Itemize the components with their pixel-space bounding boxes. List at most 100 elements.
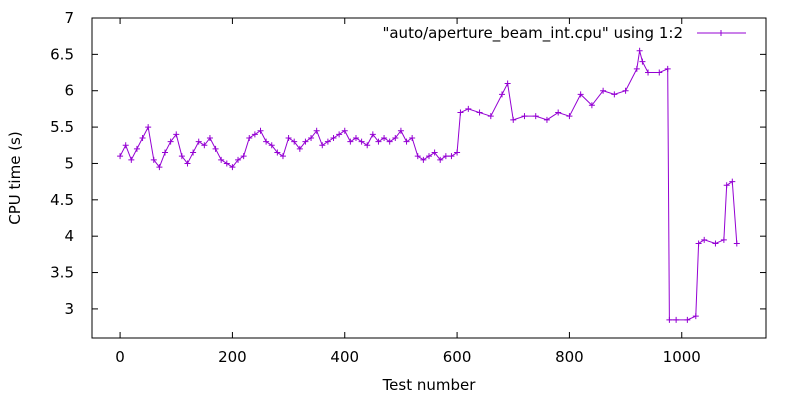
- data-point: [420, 156, 427, 163]
- data-point: [692, 313, 699, 320]
- data-point: [223, 160, 230, 167]
- data-point: [128, 156, 135, 163]
- data-point: [212, 145, 219, 152]
- data-point: [684, 316, 691, 323]
- data-point: [369, 131, 376, 138]
- data-point: [673, 316, 680, 323]
- data-point: [133, 145, 140, 152]
- data-point: [633, 65, 640, 72]
- data-point: [712, 240, 719, 247]
- data-point: [257, 127, 264, 134]
- data-point: [543, 116, 550, 123]
- data-point: [229, 164, 236, 171]
- data-point: [291, 138, 298, 145]
- data-point: [588, 102, 595, 109]
- data-point: [476, 109, 483, 116]
- legend: "auto/aperture_beam_int.cpu" using 1:2: [382, 24, 746, 43]
- data-point: [723, 182, 730, 189]
- data-point: [117, 153, 124, 160]
- data-point: [240, 153, 247, 160]
- y-axis-label: CPU time (s): [6, 131, 24, 224]
- data-point: [184, 160, 191, 167]
- data-point: [195, 138, 202, 145]
- data-point: [600, 87, 607, 94]
- data-point: [296, 145, 303, 152]
- y-tick-label: 3: [64, 300, 74, 318]
- x-tick-label: 600: [443, 348, 472, 366]
- data-point: [122, 142, 129, 149]
- x-tick-label: 400: [330, 348, 359, 366]
- data-point: [235, 156, 242, 163]
- data-point: [577, 91, 584, 98]
- data-point: [611, 91, 618, 98]
- data-point: [274, 149, 281, 156]
- data-point: [403, 138, 410, 145]
- y-tick-label: 5: [64, 154, 74, 172]
- data-point: [145, 124, 152, 131]
- data-point: [167, 138, 174, 145]
- x-tick-label: 800: [555, 348, 584, 366]
- data-point: [487, 113, 494, 120]
- data-point: [341, 127, 348, 134]
- data-point: [392, 135, 399, 141]
- data-point: [330, 135, 337, 141]
- data-point: [454, 149, 461, 156]
- data-point: [397, 127, 404, 134]
- data-point: [336, 131, 343, 138]
- data-point: [442, 153, 449, 160]
- data-point: [510, 116, 517, 123]
- data-point: [448, 153, 455, 160]
- data-point: [414, 153, 421, 160]
- data-point: [733, 240, 740, 247]
- data-point: [302, 138, 309, 145]
- y-tick-label: 6.5: [50, 45, 74, 63]
- data-point: [566, 113, 573, 120]
- data-point: [218, 156, 225, 163]
- y-tick-label: 5.5: [50, 118, 74, 136]
- data-point: [313, 127, 320, 134]
- data-point: [622, 87, 629, 94]
- data-point: [375, 138, 382, 145]
- series-layer: [117, 47, 740, 323]
- x-tick-label: 1000: [663, 348, 701, 366]
- x-axis-ticks: 0 200 400 600 800 1000: [115, 18, 701, 366]
- legend-marker-plus: [718, 30, 724, 36]
- x-axis-label: Test number: [382, 376, 477, 394]
- y-tick-label: 6: [64, 82, 74, 100]
- data-point: [364, 142, 371, 149]
- data-point: [465, 105, 472, 112]
- y-axis-ticks: 3 3.5 4 4.5 5 5.5 6 6.5 7: [50, 9, 766, 318]
- y-tick-label: 3.5: [50, 264, 74, 282]
- data-point: [431, 149, 438, 156]
- data-point: [190, 149, 197, 156]
- data-point: [173, 131, 180, 138]
- data-point: [381, 135, 388, 141]
- data-point: [206, 135, 213, 141]
- data-point: [720, 236, 727, 243]
- data-point: [308, 135, 315, 141]
- data-point: [701, 236, 708, 243]
- data-point: [279, 153, 286, 160]
- data-point: [664, 65, 671, 72]
- data-point: [251, 131, 258, 138]
- data-point: [162, 149, 169, 156]
- y-tick-label: 4.5: [50, 191, 74, 209]
- data-point: [636, 47, 643, 54]
- x-tick-label: 0: [115, 348, 125, 366]
- data-point: [499, 91, 506, 98]
- y-tick-label: 7: [64, 9, 74, 27]
- data-point: [319, 142, 326, 149]
- series-line: [119, 50, 738, 321]
- data-point: [729, 178, 736, 185]
- data-point: [324, 138, 331, 145]
- data-point: [246, 135, 253, 141]
- data-point: [347, 138, 354, 145]
- x-tick-label: 200: [218, 348, 247, 366]
- y-tick-label: 4: [64, 227, 74, 245]
- legend-marker: [718, 30, 724, 36]
- data-point: [178, 153, 185, 160]
- data-point: [695, 240, 702, 247]
- legend-label: "auto/aperture_beam_int.cpu" using 1:2: [382, 24, 683, 43]
- data-point: [201, 142, 208, 149]
